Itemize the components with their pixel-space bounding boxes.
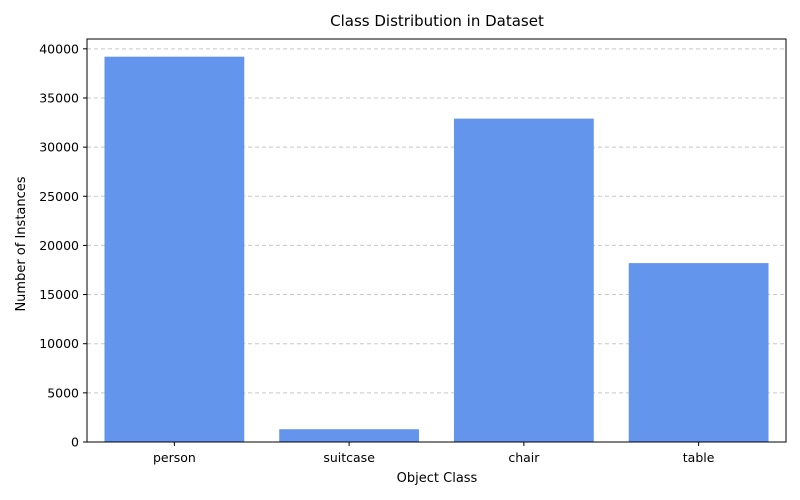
bars bbox=[104, 56, 769, 443]
y-tick-label: 10000 bbox=[39, 336, 79, 351]
x-tick-label: person bbox=[153, 450, 196, 465]
y-tick-label: 35000 bbox=[39, 90, 79, 105]
bar-person bbox=[104, 56, 245, 442]
y-tick-label: 5000 bbox=[47, 385, 79, 400]
bar-chair bbox=[453, 118, 594, 443]
x-tick-label: chair bbox=[508, 450, 540, 465]
y-tick-label: 25000 bbox=[39, 189, 79, 204]
y-tick-label: 20000 bbox=[39, 238, 79, 253]
y-axis-title: Number of Instances bbox=[14, 176, 29, 311]
bar-suitcase bbox=[279, 429, 420, 442]
y-tick-label: 15000 bbox=[39, 287, 79, 302]
bar-table bbox=[628, 263, 769, 442]
x-tick-label: suitcase bbox=[323, 450, 375, 465]
y-tick-label: 30000 bbox=[39, 140, 79, 155]
chart-title: Class Distribution in Dataset bbox=[330, 12, 544, 30]
x-axis-title: Object Class bbox=[397, 471, 478, 486]
plot-frame bbox=[86, 38, 787, 443]
x-tick-label: table bbox=[683, 450, 715, 465]
y-tick-label: 0 bbox=[71, 435, 79, 450]
y-tick-label: 40000 bbox=[39, 41, 79, 56]
axes: 0 5000 10000 15000 20000 25000 30000 35000 40000… bbox=[39, 38, 787, 465]
